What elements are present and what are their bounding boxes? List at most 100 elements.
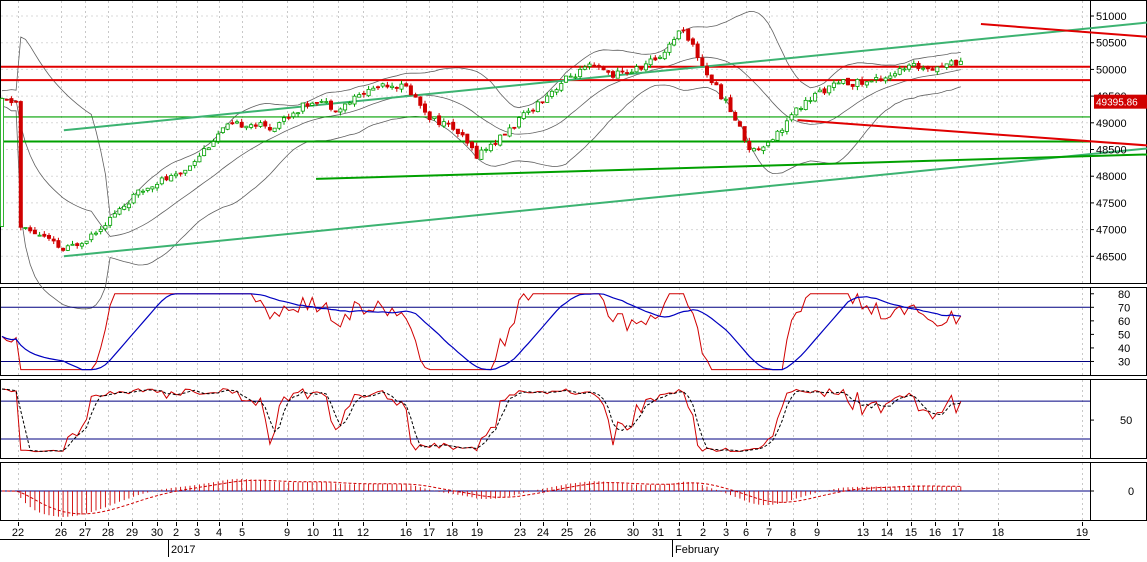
candle-body <box>112 213 117 218</box>
candle-body <box>620 70 625 73</box>
candle-body <box>79 243 84 247</box>
date-axis-label: 25 <box>561 527 573 539</box>
candle-body <box>817 89 822 93</box>
candle-body <box>263 121 268 127</box>
candle-body <box>935 66 940 73</box>
candle-body <box>766 141 771 147</box>
last-price-background <box>1094 94 1147 109</box>
candle-body <box>187 165 192 171</box>
candle-body <box>761 146 766 151</box>
candle-body <box>888 75 893 79</box>
candle-body <box>258 122 263 127</box>
candle-body <box>733 111 738 121</box>
candle-body <box>874 77 879 80</box>
candle-body <box>469 141 474 149</box>
candle-body <box>775 130 780 141</box>
candle-body <box>540 101 545 104</box>
candle-body <box>9 98 14 104</box>
candle-body <box>4 98 9 101</box>
candle-body <box>690 38 695 45</box>
price-axis-label: 47000 <box>1096 225 1127 237</box>
candle-body <box>596 65 601 68</box>
date-axis-label: 24 <box>537 527 549 539</box>
date-axis-label: 30 <box>627 527 639 539</box>
candle-body <box>672 39 677 46</box>
candle-body <box>662 51 667 60</box>
rsi-signal-line <box>1 293 961 371</box>
macd-axis-label: 0 <box>1128 486 1134 498</box>
candle-body <box>357 94 362 98</box>
candle-body <box>239 121 244 128</box>
candle-body <box>244 125 249 129</box>
candle-body <box>89 233 94 241</box>
trendline <box>63 21 1147 132</box>
candle-body <box>813 92 818 102</box>
candle-body <box>940 65 945 68</box>
candle-body <box>305 103 310 107</box>
candle-body <box>521 112 526 119</box>
date-axis-label: 4 <box>216 527 222 539</box>
candle-body <box>488 143 493 152</box>
candle-body <box>281 117 286 122</box>
price-axis-label: 51000 <box>1096 11 1127 23</box>
candle-body <box>117 208 122 215</box>
candle-body <box>883 77 888 82</box>
candle-body <box>446 122 451 125</box>
candle-body <box>653 57 658 61</box>
candle-body <box>841 79 846 84</box>
date-axis-label: 18 <box>446 527 458 539</box>
candle-body <box>479 149 484 160</box>
candle-body <box>770 139 775 142</box>
last-price-tag: 49395.86 <box>1094 94 1147 109</box>
candle-body <box>916 62 921 69</box>
candle-body <box>893 73 898 77</box>
rsi-axis-label: 80 <box>1118 289 1130 301</box>
candle-body <box>582 66 587 70</box>
candle-body <box>667 43 672 53</box>
candle-body <box>526 110 531 113</box>
candle-body <box>422 103 427 113</box>
candle-body <box>700 57 705 67</box>
candle-body <box>272 127 277 132</box>
candle-body <box>84 240 89 244</box>
candle-body <box>267 127 272 131</box>
candle-body <box>390 85 395 88</box>
candle-body <box>611 71 616 78</box>
candle-body <box>366 88 371 97</box>
candle-body <box>371 87 376 91</box>
candle-body <box>827 85 832 94</box>
candle-body <box>747 140 752 151</box>
date-axis-label: 3 <box>723 527 729 539</box>
candle-body <box>202 148 207 157</box>
candle-body <box>714 82 719 86</box>
candle-body <box>159 177 164 185</box>
candle-body <box>18 101 23 228</box>
candle-body <box>413 94 418 98</box>
candle-body <box>695 43 700 58</box>
candle-body <box>728 97 733 113</box>
candle-body <box>380 83 385 87</box>
stochastic-axis-label: 50 <box>1120 415 1132 427</box>
candle-body <box>310 102 315 106</box>
candle-body <box>629 71 634 74</box>
candle-body <box>192 161 197 166</box>
candle-body <box>752 148 757 152</box>
candle-body <box>498 134 503 146</box>
date-axis-label: 17 <box>423 527 435 539</box>
candle-body <box>126 203 131 209</box>
candle-body <box>23 227 28 229</box>
candle-body <box>230 122 235 125</box>
candle-body <box>592 64 597 67</box>
candle-body <box>535 101 540 113</box>
candle-body <box>573 76 578 79</box>
candle-body <box>103 225 108 230</box>
candle-body <box>178 172 183 175</box>
candle-body <box>437 115 442 126</box>
candle-body <box>789 114 794 121</box>
trendline <box>316 153 1147 180</box>
candle-body <box>155 183 160 189</box>
candle-body <box>681 29 686 32</box>
candle-body <box>864 81 869 86</box>
